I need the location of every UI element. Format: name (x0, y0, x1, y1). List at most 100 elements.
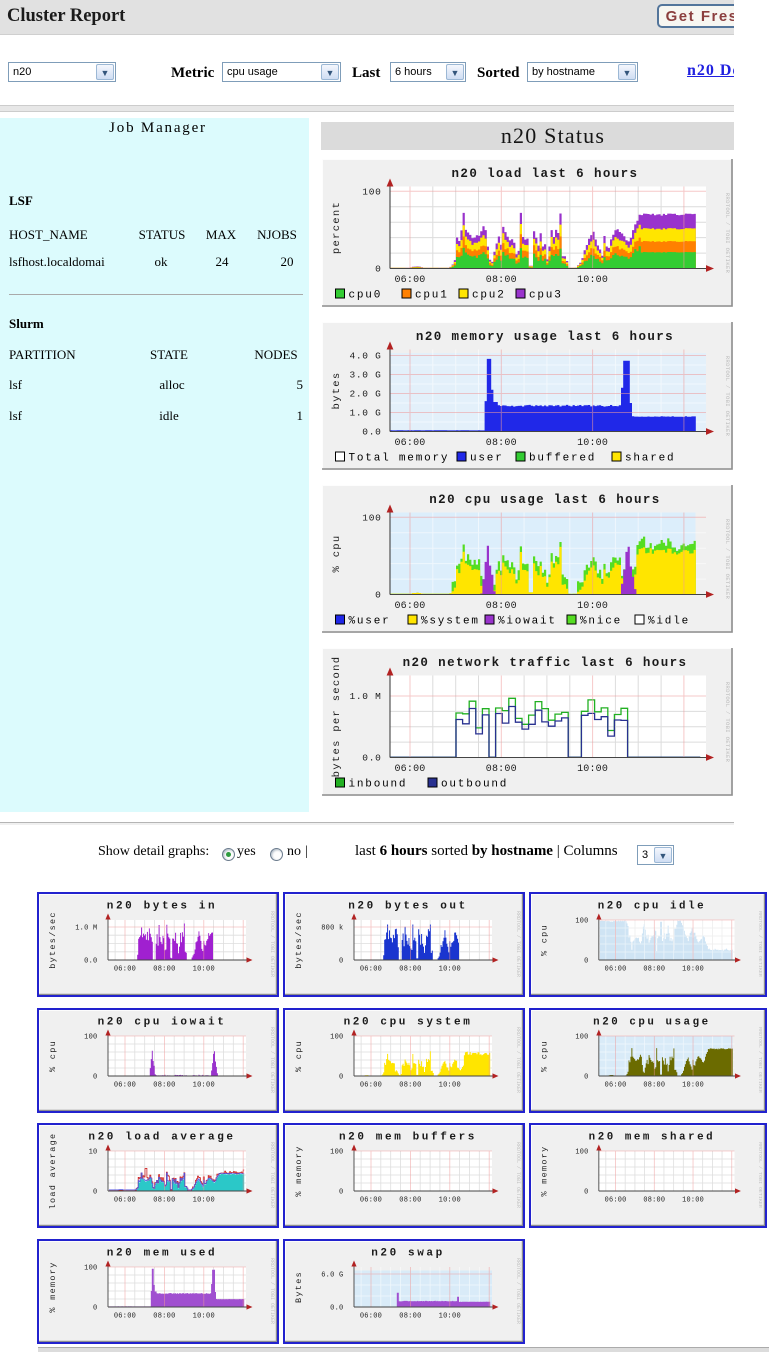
svg-text:0: 0 (339, 958, 343, 966)
svg-text:10:00: 10:00 (682, 965, 704, 973)
svg-text:10:00: 10:00 (577, 438, 608, 449)
svg-text:08:00: 08:00 (486, 764, 517, 775)
svg-text:0.0: 0.0 (362, 426, 381, 437)
svg-text:1.0 M: 1.0 M (75, 925, 97, 933)
svg-text:06:00: 06:00 (114, 1197, 136, 1205)
svg-text:% cpu: % cpu (540, 924, 550, 956)
svg-text:0: 0 (93, 1305, 97, 1313)
svg-text:06:00: 06:00 (394, 764, 425, 775)
svg-text:% memory: % memory (540, 1145, 550, 1196)
svg-text:10:00: 10:00 (439, 1197, 461, 1205)
svg-text:n20 cpu iowait: n20 cpu iowait (98, 1016, 227, 1028)
svg-text:RRDTOOL / TOBI OETIKER: RRDTOOL / TOBI OETIKER (269, 1142, 275, 1208)
svg-text:08:00: 08:00 (643, 1081, 665, 1089)
svg-text:08:00: 08:00 (399, 966, 421, 974)
svg-text:10:00: 10:00 (439, 966, 461, 974)
svg-text:10:00: 10:00 (439, 1082, 461, 1090)
svg-text:n20 swap: n20 swap (371, 1247, 445, 1259)
svg-text:bytes/sec: bytes/sec (48, 911, 58, 969)
svg-text:n20 mem shared: n20 mem shared (589, 1131, 716, 1143)
svg-text:n20 load last 6 hours: n20 load last 6 hours (452, 167, 639, 181)
svg-text:06:00: 06:00 (605, 1081, 627, 1089)
svg-text:bytes: bytes (331, 371, 343, 409)
svg-text:percent: percent (331, 200, 343, 253)
svg-text:06:00: 06:00 (605, 1196, 627, 1204)
svg-text:100: 100 (362, 186, 381, 197)
svg-text:0.0: 0.0 (330, 1305, 343, 1313)
svg-text:0: 0 (93, 1189, 97, 1197)
svg-text:%user: %user (349, 615, 391, 627)
svg-text:100: 100 (575, 918, 588, 926)
svg-text:6.0 G: 6.0 G (321, 1272, 343, 1280)
svg-text:800 k: 800 k (321, 925, 343, 933)
svg-text:RRDTOOL / TOBI OETIKER: RRDTOOL / TOBI OETIKER (757, 911, 763, 977)
svg-text:RRDTOOL / TOBI OETIKER: RRDTOOL / TOBI OETIKER (269, 1027, 275, 1093)
svg-text:n20 memory usage last 6 hours: n20 memory usage last 6 hours (416, 330, 674, 344)
svg-text:% cpu: % cpu (331, 534, 343, 572)
svg-text:06:00: 06:00 (360, 1197, 382, 1205)
svg-text:%idle: %idle (648, 615, 690, 627)
svg-text:RRDTOOL / TOBI OETIKER: RRDTOOL / TOBI OETIKER (757, 1142, 763, 1208)
svg-text:bytes per second: bytes per second (331, 656, 343, 778)
svg-text:RRDTOOL / TOBI OETIKER: RRDTOOL / TOBI OETIKER (724, 192, 731, 273)
svg-text:4.0 G: 4.0 G (349, 350, 381, 361)
svg-text:0: 0 (584, 1189, 588, 1197)
svg-text:06:00: 06:00 (360, 1082, 382, 1090)
svg-text:08:00: 08:00 (153, 1313, 175, 1321)
svg-text:10: 10 (89, 1149, 98, 1157)
svg-text:cpu0: cpu0 (349, 289, 383, 301)
svg-text:0: 0 (375, 589, 381, 600)
svg-text:%iowait: %iowait (498, 615, 557, 627)
svg-text:10:00: 10:00 (193, 1313, 215, 1321)
svg-text:10:00: 10:00 (193, 1082, 215, 1090)
svg-text:08:00: 08:00 (399, 1197, 421, 1205)
svg-text:1.0 G: 1.0 G (349, 407, 381, 418)
svg-text:n20 cpu system: n20 cpu system (344, 1016, 473, 1028)
svg-text:Total memory: Total memory (349, 452, 450, 464)
svg-text:100: 100 (330, 1034, 343, 1042)
svg-text:shared: shared (625, 452, 675, 464)
svg-text:08:00: 08:00 (399, 1082, 421, 1090)
svg-text:% memory: % memory (294, 1145, 304, 1196)
svg-text:08:00: 08:00 (153, 1197, 175, 1205)
svg-text:06:00: 06:00 (114, 966, 136, 974)
svg-text:08:00: 08:00 (643, 1196, 665, 1204)
svg-text:08:00: 08:00 (153, 966, 175, 974)
svg-text:06:00: 06:00 (394, 275, 425, 286)
svg-text:n20 bytes in: n20 bytes in (107, 900, 217, 912)
svg-text:10:00: 10:00 (193, 1197, 215, 1205)
svg-text:% cpu: % cpu (48, 1040, 58, 1072)
svg-text:100: 100 (575, 1034, 588, 1042)
svg-text:08:00: 08:00 (486, 601, 517, 612)
svg-text:buffered: buffered (529, 452, 596, 464)
svg-text:100: 100 (84, 1034, 97, 1042)
svg-text:0.0: 0.0 (362, 753, 381, 764)
svg-text:0: 0 (339, 1189, 343, 1197)
svg-text:06:00: 06:00 (114, 1313, 136, 1321)
svg-text:10:00: 10:00 (682, 1196, 704, 1204)
svg-text:100: 100 (575, 1149, 588, 1157)
svg-text:0: 0 (584, 1074, 588, 1082)
svg-text:10:00: 10:00 (577, 764, 608, 775)
svg-text:% memory: % memory (48, 1261, 58, 1312)
svg-text:cpu3: cpu3 (529, 289, 563, 301)
svg-text:load average: load average (48, 1133, 58, 1210)
svg-text:06:00: 06:00 (114, 1082, 136, 1090)
svg-text:Bytes: Bytes (294, 1271, 304, 1303)
svg-text:%system: %system (421, 615, 480, 627)
svg-text:bytes/sec: bytes/sec (294, 911, 304, 969)
svg-text:08:00: 08:00 (643, 965, 665, 973)
svg-text:06:00: 06:00 (605, 965, 627, 973)
svg-text:0: 0 (339, 1074, 343, 1082)
svg-text:08:00: 08:00 (486, 438, 517, 449)
svg-text:inbound: inbound (349, 779, 408, 791)
svg-text:0: 0 (375, 263, 381, 274)
svg-text:100: 100 (330, 1149, 343, 1157)
svg-text:10:00: 10:00 (577, 601, 608, 612)
svg-text:10:00: 10:00 (577, 275, 608, 286)
svg-text:n20 network traffic last 6 hou: n20 network traffic last 6 hours (403, 656, 688, 670)
svg-text:user: user (470, 452, 504, 464)
svg-text:RRDTOOL / TOBI OETIKER: RRDTOOL / TOBI OETIKER (724, 355, 731, 436)
svg-text:100: 100 (362, 512, 381, 523)
svg-text:n20 cpu usage last 6 hours: n20 cpu usage last 6 hours (429, 493, 660, 507)
